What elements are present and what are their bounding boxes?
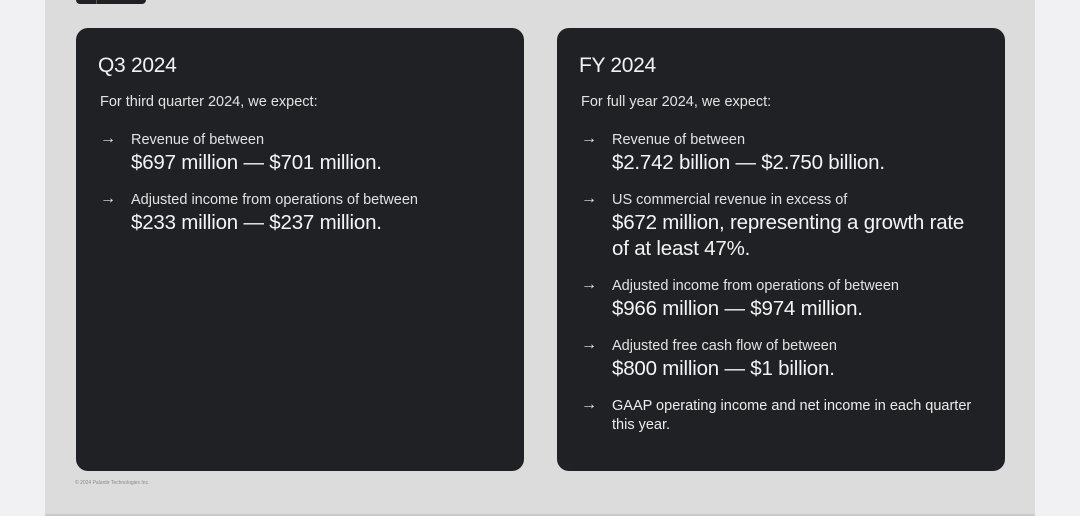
guidance-list: → Revenue of between $697 million — $701…	[100, 130, 500, 251]
slide-bottom-border	[45, 514, 1035, 516]
arrow-right-icon: →	[581, 190, 597, 207]
arrow-right-icon: →	[100, 190, 116, 207]
guidance-item: → Adjusted free cash flow of between $80…	[581, 336, 981, 382]
card-title: Q3 2024	[98, 54, 177, 77]
guidance-item: → Revenue of between $697 million — $701…	[100, 130, 500, 176]
guidance-label: US commercial revenue in excess of	[612, 192, 848, 208]
guidance-value: $672 million, representing a growth rate…	[612, 211, 965, 260]
guidance-item: → Revenue of between $2.742 billion — $2…	[581, 130, 981, 176]
q3-guidance-card: Q3 2024 For third quarter 2024, we expec…	[76, 28, 524, 471]
guidance-label: Revenue of between	[131, 132, 265, 148]
guidance-value: $2.742 billion — $2.750 billion.	[612, 151, 885, 174]
guidance-label: Revenue of between	[612, 132, 746, 148]
guidance-item: → Adjusted income from operations of bet…	[581, 276, 981, 322]
guidance-item: → GAAP operating income and net income i…	[581, 396, 981, 435]
arrow-right-icon: →	[581, 276, 597, 293]
top-tab	[76, 0, 146, 4]
guidance-value: $233 million — $237 million.	[131, 211, 382, 234]
arrow-right-icon: →	[100, 130, 116, 147]
card-intro: For full year 2024, we expect:	[581, 94, 772, 110]
guidance-value: $697 million — $701 million.	[131, 151, 382, 174]
guidance-value: $800 million — $1 billion.	[612, 357, 835, 380]
arrow-right-icon: →	[581, 336, 597, 353]
guidance-label: Adjusted free cash flow of between	[612, 338, 837, 354]
guidance-text: GAAP operating income and net income in …	[612, 398, 972, 433]
guidance-label: Adjusted income from operations of betwe…	[131, 192, 418, 208]
guidance-list: → Revenue of between $2.742 billion — $2…	[581, 130, 981, 450]
guidance-item: → US commercial revenue in excess of $67…	[581, 190, 981, 262]
fy-guidance-card: FY 2024 For full year 2024, we expect: →…	[557, 28, 1005, 471]
arrow-right-icon: →	[581, 396, 597, 413]
card-title: FY 2024	[579, 54, 656, 77]
guidance-label: Adjusted income from operations of betwe…	[612, 278, 899, 294]
card-intro: For third quarter 2024, we expect:	[100, 94, 318, 110]
copyright-footer: © 2024 Palantir Technologies Inc.	[75, 480, 150, 486]
guidance-item: → Adjusted income from operations of bet…	[100, 190, 500, 236]
arrow-right-icon: →	[581, 130, 597, 147]
guidance-value: $966 million — $974 million.	[612, 297, 863, 320]
